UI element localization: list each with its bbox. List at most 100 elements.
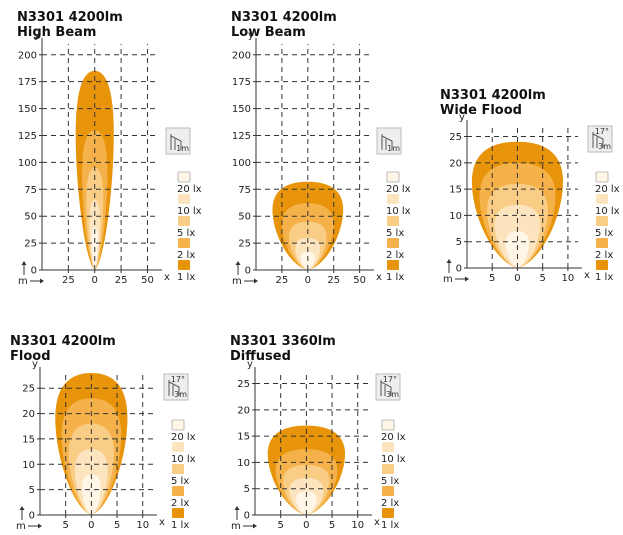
mount-icon-frame (165, 127, 191, 155)
isolux-plot: y x 0 5 10 15 20 25 5 0 5 10 m 3m 17° 20 lx 10 lx 5 lx 2 l… (16, 359, 196, 532)
y-tick-label: 20 (449, 158, 462, 169)
meter-arrowhead-x (253, 523, 257, 529)
chart-title-model: N3301 4200lm (10, 334, 116, 349)
mount-icon-frame (376, 127, 402, 155)
y-tick-label: 150 (232, 104, 251, 115)
x-tick-label: 0 (303, 520, 309, 531)
legend-label: 5 lx (171, 476, 189, 487)
legend-swatch-5lx (596, 216, 608, 226)
x-tick-label: 50 (353, 275, 366, 286)
y-tick-label: 15 (237, 432, 250, 443)
legend-swatch-1lx (387, 260, 399, 270)
legend-label: 2 lx (171, 498, 189, 509)
legend-swatch-5lx (178, 216, 190, 226)
chart-title-model: N3301 4200lm (17, 10, 123, 25)
y-axis-unit: y (459, 112, 465, 123)
legend-swatch-20lx (177, 171, 191, 183)
legend-swatch-20lx (386, 171, 400, 183)
x-tick-label: 10 (351, 520, 364, 531)
y-tick-label: 125 (232, 131, 251, 142)
chart-title: N3301 4200lm Low Beam (231, 10, 337, 40)
tilt-angle-label: 17° (595, 127, 609, 136)
legend-swatch-20lx (381, 419, 395, 431)
legend-label: 1 lx (595, 272, 613, 283)
legend-label: 5 lx (386, 228, 404, 239)
x-tick-label: 10 (562, 273, 575, 284)
y-tick-label: 10 (449, 211, 462, 222)
legend-label: 20 lx (381, 432, 406, 443)
legend-label: 20 lx (177, 184, 202, 195)
x-axis-unit: x (164, 272, 170, 283)
mount-height-icon: 3m 17° (163, 373, 189, 401)
y-tick-label: 75 (238, 185, 251, 196)
legend-swatch-1lx (178, 260, 190, 270)
x-tick-label: 0 (514, 273, 520, 284)
y-tick-label: 175 (18, 77, 37, 88)
legend-label: 1 lx (171, 520, 189, 531)
mount-icon-frame (163, 373, 189, 401)
mount-height-label: 1m (176, 144, 189, 153)
chart-title: N3301 4200lm Wide Flood (440, 88, 546, 118)
meter-arrowhead-y (235, 261, 241, 265)
meter-unit: m (16, 521, 26, 532)
y-axis-unit: y (247, 359, 253, 370)
y-axis-unit: y (248, 30, 254, 41)
legend-swatch-20lx (171, 419, 185, 431)
legend-label: 2 lx (595, 250, 613, 261)
meter-arrowhead-x (254, 278, 258, 284)
legend-swatch-2lx (178, 238, 190, 248)
isolux-legend: 20 lx 10 lx 5 lx 2 lx 1 lx (386, 171, 411, 283)
x-tick-label: 5 (277, 520, 283, 531)
chart-title-model: N3301 4200lm (440, 88, 546, 103)
y-tick-label: 5 (29, 485, 35, 496)
x-tick-label: 10 (136, 520, 149, 531)
tilt-angle-label: 17° (171, 375, 185, 384)
legend-label: 20 lx (171, 432, 196, 443)
legend-label: 1 lx (177, 272, 195, 283)
light-pole-icon (592, 132, 604, 148)
legend-label: 2 lx (177, 250, 195, 261)
chart-panel-low-beam: N3301 4200lm Low Beam y x 0 25 50 75 100 125 150… (215, 0, 425, 290)
chart-panel-diffused: N3301 3360lm Diffused y x 0 5 10 15 20 25 5 0 5 10 m… (220, 290, 430, 535)
legend-label: 1 lx (381, 520, 399, 531)
isolux-legend: 20 lx 10 lx 5 lx 2 lx 1 lx (171, 419, 196, 531)
legend-label: 10 lx (386, 206, 411, 217)
x-tick-label: 0 (88, 520, 94, 531)
chart-title: N3301 4200lm High Beam (17, 10, 123, 40)
mount-icon-frame (587, 125, 613, 153)
legend-swatch-5lx (387, 216, 399, 226)
legend-label: 10 lx (177, 206, 202, 217)
legend-label: 5 lx (177, 228, 195, 239)
meter-arrowhead-y (21, 261, 27, 265)
x-tick-label: 25 (276, 275, 289, 286)
legend-label: 1 lx (386, 272, 404, 283)
chart-title-beam: High Beam (17, 25, 97, 40)
grid (42, 44, 158, 270)
y-tick-label: 50 (24, 212, 37, 223)
chart-title-beam: Flood (10, 349, 51, 364)
y-tick-label: 125 (18, 131, 37, 142)
y-tick-label: 175 (232, 77, 251, 88)
mount-height-label: 1m (387, 144, 400, 153)
x-axis-unit: x (374, 517, 380, 528)
mount-height-label: 3m (598, 142, 611, 151)
y-tick-label: 50 (238, 212, 251, 223)
grid (40, 373, 153, 515)
legend-swatch-10lx (596, 194, 608, 204)
isolux-legend: 20 lx 10 lx 5 lx 2 lx 1 lx (595, 171, 620, 283)
light-pole-icon (381, 134, 393, 150)
meter-arrowhead-x (465, 276, 469, 282)
chart-title-beam: Wide Flood (440, 103, 522, 118)
x-tick-label: 0 (305, 275, 311, 286)
meter-unit: m (232, 276, 242, 287)
isolux-zones (55, 373, 128, 515)
mount-height-icon: 1m (165, 127, 191, 155)
isolux-plot: y x 0 25 50 75 100 125 150 175 200 25 0 25 50 m 1m 20 lx 1… (18, 30, 202, 287)
chart-panel-flood: N3301 4200lm Flood y x 0 5 10 15 20 25 5 0 5 10 m 3m 1… (0, 290, 210, 535)
mount-height-label: 3m (386, 390, 399, 399)
chart-title-model: N3301 3360lm (230, 334, 336, 349)
chart-panel-wide-flood: N3301 4200lm Wide Flood y x 0 5 10 15 20 25 5 0 5 1… (430, 0, 623, 290)
light-pole-icon (380, 380, 392, 396)
legend-swatch-2lx (387, 238, 399, 248)
chart-title: N3301 4200lm Flood (10, 334, 116, 364)
